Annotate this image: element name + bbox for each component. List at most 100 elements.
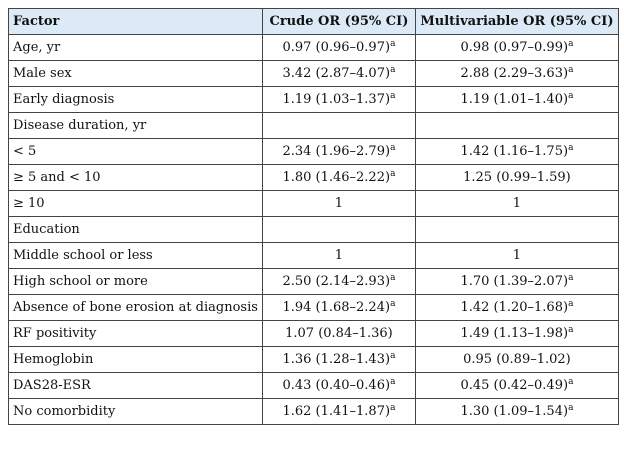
multivariable-or-cell: 1.19 (1.01–1.40)a [414, 86, 619, 113]
table-row: Hemoglobin 1.36 (1.28–1.43)a 0.95 (0.89–1.… [8, 346, 619, 373]
factor-cell: Disease duration, yr [8, 112, 263, 139]
factor-cell: Age, yr [8, 34, 263, 61]
significance-footnote-mark: a [568, 325, 574, 335]
significance-footnote-mark: a [390, 169, 396, 179]
significance-footnote-mark: a [390, 273, 396, 283]
or-value: 1.07 (0.84–1.36) [285, 326, 393, 341]
table-row: High school or more 2.50 (2.14–2.93)a 1.70… [8, 268, 619, 295]
factor-cell: Male sex [8, 60, 263, 87]
significance-footnote-mark: a [390, 299, 396, 309]
crude-or-cell [261, 112, 416, 139]
table-row: DAS28-ESR 0.43 (0.40–0.46)a 0.45 (0.42–0.4… [8, 372, 619, 399]
or-value: 1.42 (1.16–1.75) [460, 144, 569, 159]
significance-footnote-mark: a [568, 377, 574, 387]
multivariable-or-cell: 1 [414, 242, 619, 269]
factor-cell: Middle school or less [8, 242, 263, 269]
or-value: 1.62 (1.41–1.87) [282, 404, 391, 419]
or-value: 1.80 (1.46–2.22) [282, 170, 391, 185]
or-value: 1.19 (1.03–1.37) [282, 92, 391, 107]
significance-footnote-mark: a [568, 403, 574, 413]
factor-cell: < 5 [8, 138, 263, 165]
or-value: 1.94 (1.68–2.24) [282, 300, 391, 315]
table-row: Disease duration, yr [8, 112, 619, 139]
or-value: 1 [334, 248, 344, 263]
multivariable-or-cell [414, 216, 619, 243]
crude-or-cell: 1 [261, 242, 416, 269]
crude-or-cell: 2.34 (1.96–2.79)a [261, 138, 416, 165]
or-value: 0.95 (0.89–1.02) [463, 352, 571, 367]
factor-cell: No comorbidity [8, 398, 263, 425]
factor-cell: Early diagnosis [8, 86, 263, 113]
multivariable-or-cell: 0.95 (0.89–1.02) [414, 346, 619, 373]
crude-or-cell: 1.94 (1.68–2.24)a [261, 294, 416, 321]
factor-cell: Education [8, 216, 263, 243]
table-row: Early diagnosis 1.19 (1.03–1.37)a 1.19 (1.… [8, 86, 619, 113]
table-row: ≥ 5 and < 10 1.80 (1.46–2.22)a 1.25 (0.99–… [8, 164, 619, 191]
significance-footnote-mark: a [568, 65, 574, 75]
crude-or-cell: 3.42 (2.87–4.07)a [261, 60, 416, 87]
or-value: 1.70 (1.39–2.07) [460, 274, 569, 289]
or-value: 1.19 (1.01–1.40) [460, 92, 569, 107]
table-body: Age, yr 0.97 (0.96–0.97)a 0.98 (0.97–0.99)… [8, 34, 619, 425]
significance-footnote-mark: a [390, 65, 396, 75]
or-value: 1.42 (1.20–1.68) [460, 300, 569, 315]
or-value: 1 [512, 196, 522, 211]
crude-or-cell: 0.43 (0.40–0.46)a [261, 372, 416, 399]
crude-or-cell: 1.19 (1.03–1.37)a [261, 86, 416, 113]
table-row: Education [8, 216, 619, 243]
header-crude-or: Crude OR (95% CI) [261, 8, 416, 35]
multivariable-or-cell: 1.49 (1.13–1.98)a [414, 320, 619, 347]
or-value: 0.98 (0.97–0.99) [460, 40, 569, 55]
crude-or-cell: 1.80 (1.46–2.22)a [261, 164, 416, 191]
table-row: Male sex 3.42 (2.87–4.07)a 2.88 (2.29–3.63… [8, 60, 619, 87]
multivariable-or-cell: 1.42 (1.16–1.75)a [414, 138, 619, 165]
factor-cell: RF positivity [8, 320, 263, 347]
or-value: 1.49 (1.13–1.98) [460, 326, 569, 341]
odds-ratio-table: Factor Crude OR (95% CI) Multivariable O… [8, 8, 619, 425]
or-value: 3.42 (2.87–4.07) [282, 66, 391, 81]
multivariable-or-cell: 1.30 (1.09–1.54)a [414, 398, 619, 425]
or-value: 1.25 (0.99–1.59) [463, 170, 571, 185]
significance-footnote-mark: a [390, 39, 396, 49]
multivariable-or-cell: 0.45 (0.42–0.49)a [414, 372, 619, 399]
multivariable-or-cell [414, 112, 619, 139]
crude-or-cell: 2.50 (2.14–2.93)a [261, 268, 416, 295]
significance-footnote-mark: a [568, 91, 574, 101]
header-multivariable-or: Multivariable OR (95% CI) [414, 8, 619, 35]
factor-cell: DAS28-ESR [8, 372, 263, 399]
table-row: RF positivity 1.07 (0.84–1.36) 1.49 (1.13–… [8, 320, 619, 347]
table-row: Absence of bone erosion at diagnosis 1.94… [8, 294, 619, 321]
or-value: 0.43 (0.40–0.46) [282, 378, 391, 393]
factor-cell: ≥ 10 [8, 190, 263, 217]
table-row: Middle school or less 1 1 [8, 242, 619, 269]
factor-cell: ≥ 5 and < 10 [8, 164, 263, 191]
crude-or-cell: 1.07 (0.84–1.36) [261, 320, 416, 347]
factor-cell: Hemoglobin [8, 346, 263, 373]
or-value: 0.45 (0.42–0.49) [460, 378, 569, 393]
significance-footnote-mark: a [390, 377, 396, 387]
significance-footnote-mark: a [568, 299, 574, 309]
significance-footnote-mark: a [390, 351, 396, 361]
table-row: Age, yr 0.97 (0.96–0.97)a 0.98 (0.97–0.99)… [8, 34, 619, 61]
or-value: 1.36 (1.28–1.43) [282, 352, 391, 367]
or-value: 2.34 (1.96–2.79) [282, 144, 391, 159]
crude-or-cell: 1.36 (1.28–1.43)a [261, 346, 416, 373]
significance-footnote-mark: a [390, 403, 396, 413]
or-value: 1 [512, 248, 522, 263]
significance-footnote-mark: a [568, 143, 574, 153]
factor-cell: Absence of bone erosion at diagnosis [8, 294, 263, 321]
significance-footnote-mark: a [390, 91, 396, 101]
or-value: 1 [334, 196, 344, 211]
factor-cell: High school or more [8, 268, 263, 295]
crude-or-cell: 1 [261, 190, 416, 217]
crude-or-cell: 1.62 (1.41–1.87)a [261, 398, 416, 425]
significance-footnote-mark: a [568, 273, 574, 283]
or-table-container: Factor Crude OR (95% CI) Multivariable O… [8, 8, 619, 425]
crude-or-cell: 0.97 (0.96–0.97)a [261, 34, 416, 61]
table-row: ≥ 10 1 1 [8, 190, 619, 217]
multivariable-or-cell: 1.42 (1.20–1.68)a [414, 294, 619, 321]
table-row: No comorbidity 1.62 (1.41–1.87)a 1.30 (1.0… [8, 398, 619, 425]
significance-footnote-mark: a [568, 39, 574, 49]
table-row: < 5 2.34 (1.96–2.79)a 1.42 (1.16–1.75)a [8, 138, 619, 165]
multivariable-or-cell: 1.25 (0.99–1.59) [414, 164, 619, 191]
